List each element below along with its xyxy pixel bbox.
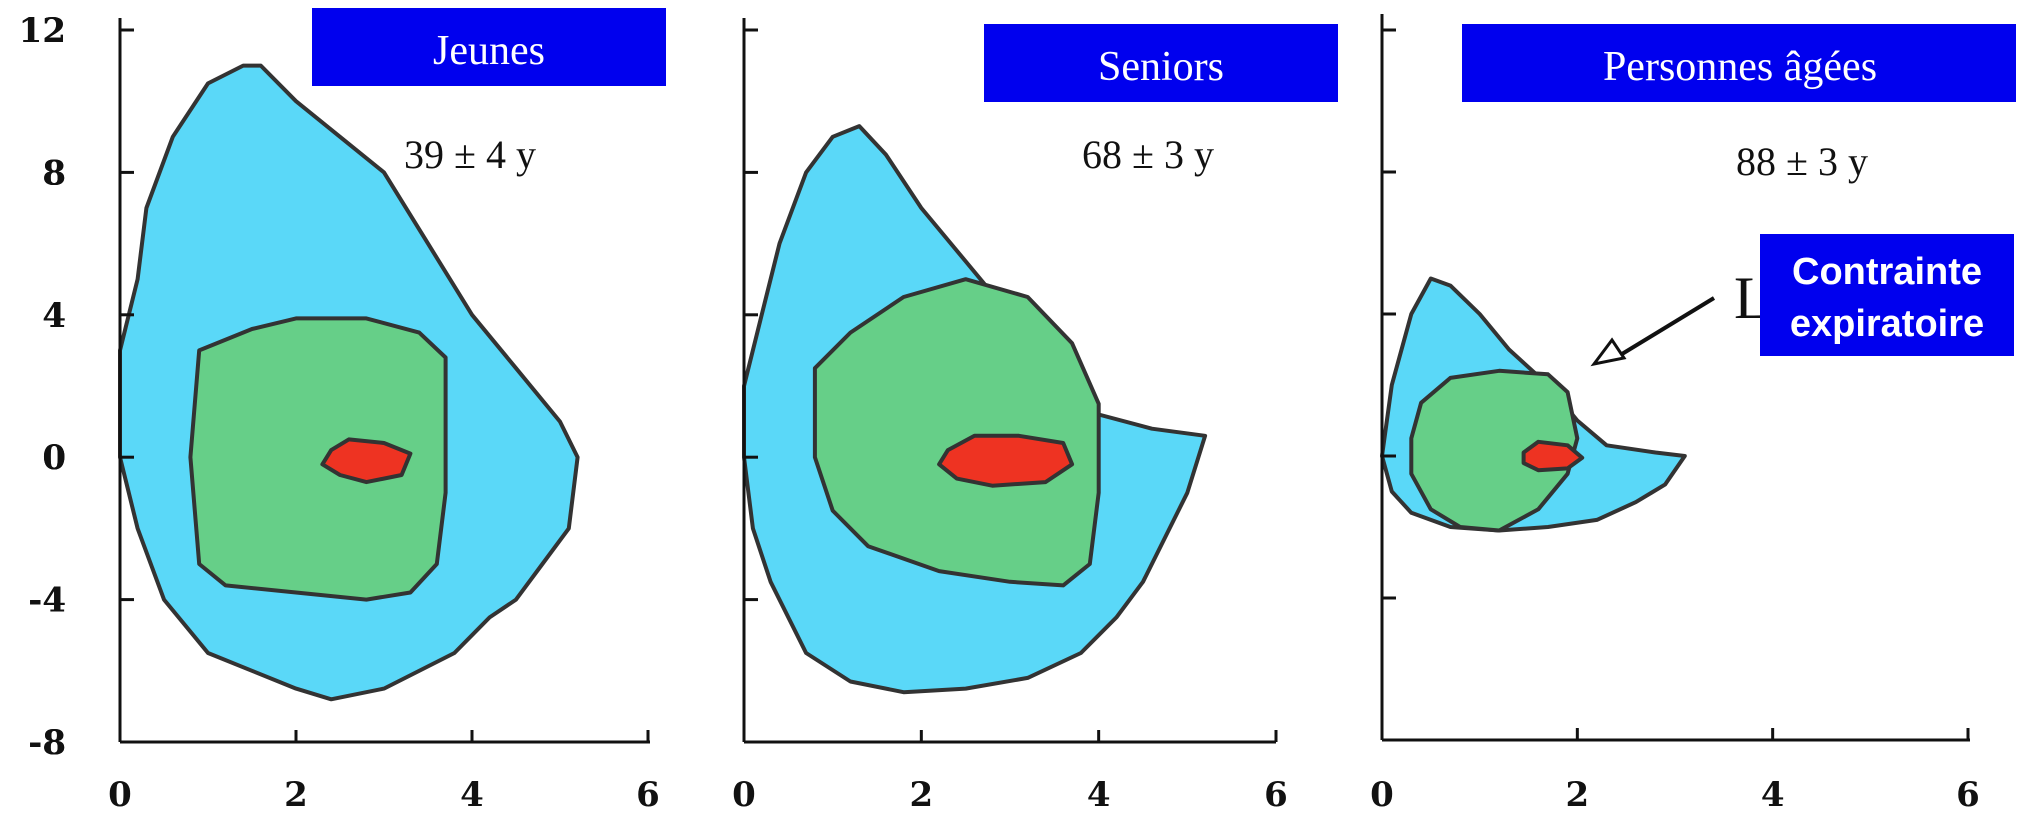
panel-jeunes: 0 2 4 6 -8 -4 0 4 8 12 Jeunes 39 ± 4 y	[19, 8, 666, 815]
panel-title-personnes-agees: Personnes âgées	[1603, 44, 1877, 90]
regions-personnes-agees	[1380, 276, 1687, 533]
age-label-personnes-agees: 88 ± 3 y	[1736, 139, 1868, 184]
y-tick-label-jeunes-4: 8	[42, 153, 66, 193]
ticklabels-jeunes: 0 2 4 6 -8 -4 0 4 8 12	[19, 11, 660, 815]
panel-title-jeunes: Jeunes	[433, 28, 545, 74]
y-tick-label-jeunes-1: -4	[28, 581, 66, 621]
regions-jeunes	[118, 63, 580, 702]
x-tick-label-seniors-0: 0	[732, 775, 756, 815]
middle-region-personnes-agees	[1409, 368, 1580, 533]
y-tick-label-seniors-5: 12	[19, 11, 66, 51]
y-tick-label-jeunes-3: 4	[42, 296, 66, 336]
x-tick-label-seniors-3: 6	[1264, 775, 1288, 815]
y-tick-label-jeunes-5: 12	[19, 11, 66, 51]
ticklabels-seniors: 0 2 4 6 -8 -4 0 4 8 12	[19, 11, 1288, 815]
ticks-jeunes	[120, 28, 650, 744]
x-tick-label-personnes-agees-2: 4	[1761, 775, 1785, 815]
y-tick-label-seniors-2: 0	[42, 438, 66, 478]
y-tick-label-seniors-0: -8	[28, 723, 66, 763]
y-tick-label-seniors-1: -4	[28, 581, 66, 621]
age-label-jeunes: 39 ± 4 y	[404, 132, 536, 177]
ticks-personnes-agees	[1382, 28, 1970, 742]
x-tick-label-personnes-agees-0: 0	[1370, 775, 1394, 815]
callout-text-line1: Contrainte	[1792, 251, 1982, 293]
y-tick-label-jeunes-2: 0	[42, 438, 66, 478]
ticks-seniors	[744, 28, 1278, 744]
inner-region-personnes-agees	[1521, 439, 1585, 473]
callout-arrow-shaft	[1620, 296, 1716, 356]
x-tick-label-personnes-agees-3: 6	[1956, 775, 1980, 815]
middle-region-jeunes	[188, 316, 448, 602]
y-tick-label-seniors-4: 8	[42, 153, 66, 193]
panel-title-seniors: Seniors	[1098, 44, 1224, 90]
ticklabels-personnes-agees: 0 2 4 6	[1370, 775, 1980, 815]
x-tick-label-seniors-2: 4	[1087, 775, 1111, 815]
x-tick-label-seniors-1: 2	[909, 775, 933, 815]
title-bar-jeunes	[312, 8, 666, 86]
panel-seniors: 0 2 4 6 -8 -4 0 4 8 12 Seniors 68 ± 3 y	[19, 11, 1338, 815]
x-tick-label-jeunes-1: 2	[284, 775, 308, 815]
y-tick-label-seniors-3: 4	[42, 296, 66, 336]
callout-arrow-head	[1590, 337, 1627, 367]
x-tick-label-jeunes-2: 4	[460, 775, 484, 815]
callout-text-line2: expiratoire	[1790, 303, 1984, 345]
x-tick-label-jeunes-3: 6	[636, 775, 660, 815]
y-tick-label-jeunes-0: -8	[28, 723, 66, 763]
age-label-seniors: 68 ± 3 y	[1082, 132, 1214, 177]
title-bar-seniors	[984, 24, 1338, 102]
inner-region-seniors	[937, 433, 1075, 488]
x-tick-label-personnes-agees-1: 2	[1565, 775, 1589, 815]
callout-box	[1760, 234, 2014, 356]
middle-region-seniors	[812, 277, 1101, 588]
title-bar-personnes-agees	[1462, 24, 2016, 102]
inner-region-jeunes	[320, 437, 413, 485]
regions-seniors	[742, 124, 1208, 695]
x-tick-label-jeunes-0: 0	[108, 775, 132, 815]
